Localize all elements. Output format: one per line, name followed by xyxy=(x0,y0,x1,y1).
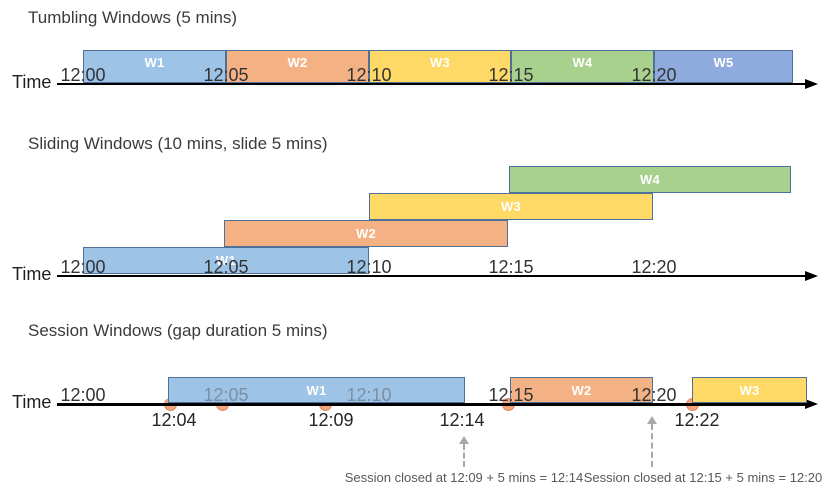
axis-tick-label: 12:00 xyxy=(60,385,106,405)
window-label: W5 xyxy=(713,54,734,70)
axis-tick-label: 12:15 xyxy=(488,385,534,405)
window-box-w4: W4 xyxy=(511,50,654,83)
window-box-w3: W3 xyxy=(692,377,807,403)
time-axis xyxy=(57,403,806,406)
window-label: W2 xyxy=(571,382,592,398)
session-section-title: Session Windows (gap duration 5 mins) xyxy=(28,321,328,340)
axis-tick-label: 12:20 xyxy=(631,65,677,85)
axis-tick-label: 12:20 xyxy=(631,385,677,405)
event-time-label: 12:22 xyxy=(674,410,720,430)
axis-tick-label: 12:00 xyxy=(60,257,106,277)
window-box-w4: W4 xyxy=(509,166,791,193)
axis-tick-label: 12:05 xyxy=(203,257,249,277)
window-label: W1 xyxy=(306,382,327,398)
window-box-w5: W5 xyxy=(654,50,793,83)
window-label: W2 xyxy=(355,226,377,241)
window-label: W1 xyxy=(215,253,237,268)
event-time-label: 12:04 xyxy=(151,410,197,430)
arrow-up-icon xyxy=(647,416,657,424)
window-label: W3 xyxy=(429,54,451,70)
axis-tick-label: 12:10 xyxy=(346,257,392,277)
window-box-w1: W1 xyxy=(83,50,226,83)
sliding-section-title: Sliding Windows (10 mins, slide 5 mins) xyxy=(28,134,328,153)
arrow-up-icon xyxy=(459,436,469,444)
event-time-label: 12:09 xyxy=(308,410,354,430)
event-time-label: 12:14 xyxy=(439,410,485,430)
axis-tick-label: 12:15 xyxy=(488,65,534,85)
axis-arrow-icon xyxy=(805,399,818,409)
axis-arrow-icon xyxy=(805,271,818,281)
window-label: W4 xyxy=(572,54,593,70)
window-box-w1: W1 xyxy=(168,377,465,403)
window-label: W2 xyxy=(287,54,308,70)
axis-tick-label: 12:15 xyxy=(488,257,534,277)
axis-tick-label: 12:05 xyxy=(203,385,249,405)
tumbling-section-title: Tumbling Windows (5 mins) xyxy=(28,8,238,27)
time-axis xyxy=(57,275,806,277)
window-label: W4 xyxy=(639,172,661,187)
axis-tick-label: 12:20 xyxy=(631,257,677,277)
window-box-w1: W1 xyxy=(83,247,369,274)
window-box-w2: W2 xyxy=(226,50,369,83)
axis-tick-label: 12:10 xyxy=(346,385,392,405)
axis-arrow-icon xyxy=(805,79,818,89)
session-close-dashed-arrow xyxy=(463,444,465,467)
window-label: W3 xyxy=(739,382,760,398)
axis-tick-label: 12:10 xyxy=(346,65,392,85)
time-axis-label: Time xyxy=(12,392,52,412)
window-box-w3: W3 xyxy=(369,50,511,83)
time-axis-label: Time xyxy=(12,72,52,92)
axis-tick-label: 12:00 xyxy=(60,65,106,85)
window-box-w3: W3 xyxy=(369,193,653,220)
session-close-dashed-arrow xyxy=(651,424,653,467)
session-close-annotation-2: Session closed at 12:15 + 5 mins = 12:20 xyxy=(583,470,823,485)
session-close-annotation-1: Session closed at 12:09 + 5 mins = 12:14 xyxy=(344,470,584,485)
axis-tick-label: 12:05 xyxy=(203,65,249,85)
window-box-w2: W2 xyxy=(224,220,508,247)
window-label: W3 xyxy=(500,199,522,214)
time-axis xyxy=(57,83,806,85)
time-axis-label: Time xyxy=(12,264,52,284)
window-box-w2: W2 xyxy=(510,377,653,403)
window-label: W1 xyxy=(144,54,165,70)
